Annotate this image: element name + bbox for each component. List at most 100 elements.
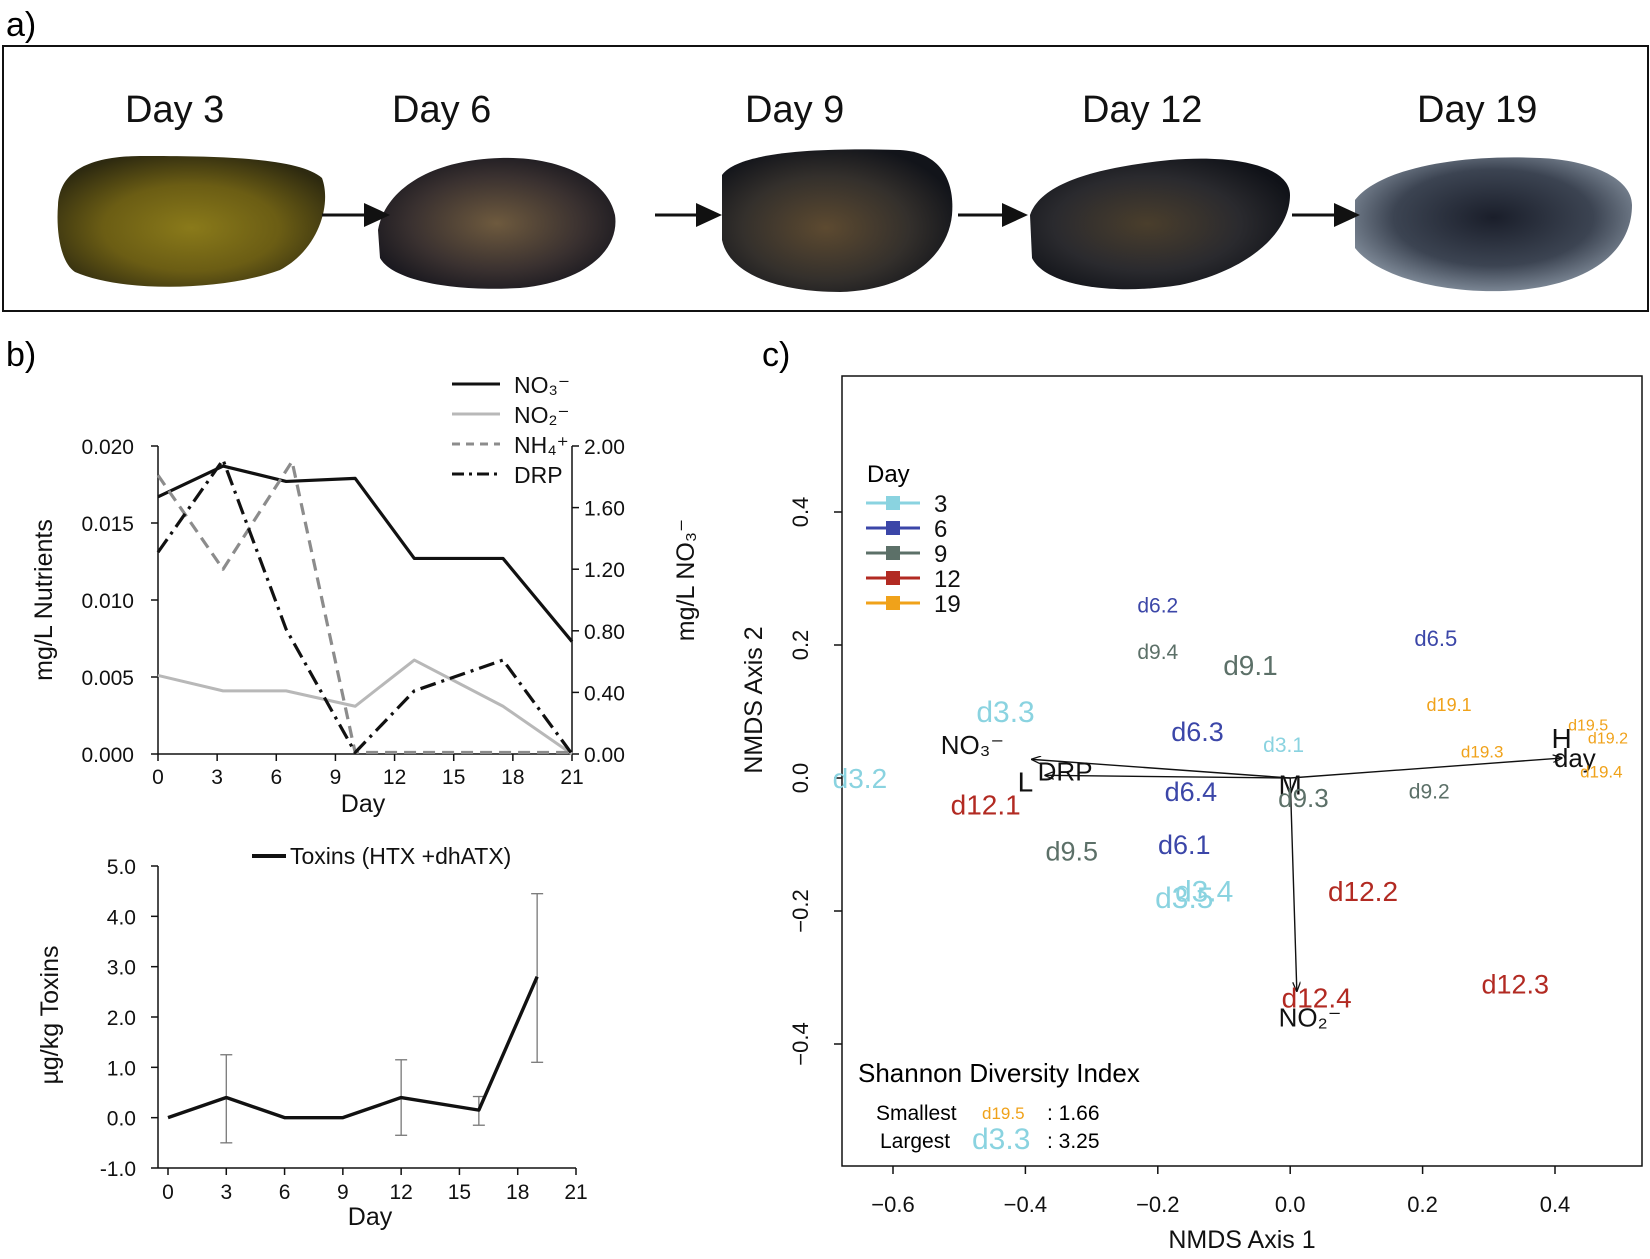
nutrients-right-y-tick-label: 1.20 (584, 559, 625, 582)
mussel-photo-day9 (722, 149, 953, 292)
toxins-x-tick-label: 3 (220, 1181, 232, 1204)
nmds-vector-label: day (1554, 743, 1596, 773)
toxins-y-label: µg/kg Toxins (36, 945, 64, 1084)
nmds-point-label: d12.4 (1282, 982, 1352, 1013)
nmds-point-label: d12.2 (1328, 876, 1398, 907)
nmds-y-tick-label: 0.0 (788, 763, 813, 794)
nmds-legend-marker (886, 571, 900, 585)
photo-strip-frame (2, 45, 1649, 312)
nmds-point-label: d3.2 (833, 763, 888, 794)
toxins-y-tick-label: 3.0 (107, 957, 136, 980)
nmds-point-label: d6.1 (1158, 830, 1211, 860)
nmds-legend-title: Day (867, 461, 910, 488)
arrow-icons (322, 203, 1360, 227)
nmds-legend-label: 3 (934, 491, 947, 518)
shannon-largest-sample: d3.3 (972, 1123, 1030, 1156)
mussel-photo-day6 (378, 157, 616, 289)
nmds-vector-arrow (1289, 777, 1297, 991)
nutrients-left-y-tick-label: 0.000 (81, 744, 134, 767)
nutrients-legend-label: DRP (514, 462, 563, 488)
nmds-legend-label: 6 (934, 516, 947, 543)
nmds-legend-label: 19 (934, 591, 961, 618)
nmds-x-tick-label: 0.2 (1407, 1192, 1438, 1217)
mussel-photo-day19 (1355, 157, 1632, 292)
nutrients-right-y-tick-label: 2.00 (584, 436, 625, 459)
nutrients-x-tick-label: 0 (152, 766, 164, 789)
nmds-vector-arrow (1032, 759, 1291, 779)
nutrients-x-tick-label: 9 (330, 766, 342, 789)
nutrients-legend-label: NO₃⁻ (514, 372, 570, 398)
shannon-largest-value: : 3.25 (1047, 1130, 1100, 1153)
arrow-icon (1334, 203, 1360, 227)
nmds-point-label: d19.5 (1568, 717, 1608, 734)
nmds-point-label: d9.1 (1223, 650, 1278, 681)
photo-label-day3: Day 3 (125, 89, 224, 131)
nmds-point-label: d3.4 (1175, 876, 1233, 909)
nmds-chart: NMDS Axis 1 NMDS Axis 2 Day Shannon Dive… (740, 375, 1643, 1254)
nutrients-left-y-label: mg/L Nutrients (30, 519, 58, 681)
nmds-x-tick-label: −0.6 (871, 1192, 914, 1217)
shannon-smallest-label: Smallest (876, 1102, 957, 1125)
nmds-point-label: d19.2 (1588, 731, 1628, 748)
toxins-x-tick-label: 9 (337, 1181, 349, 1204)
nmds-legend-marker (886, 521, 900, 535)
toxins-y-tick-label: 0.0 (107, 1108, 136, 1131)
nmds-y-tick-label: 0.4 (788, 497, 813, 528)
series-line-nh4 (156, 459, 572, 755)
nmds-legend-label: 9 (934, 541, 947, 568)
nmds-point-label: d9.2 (1409, 781, 1450, 804)
nutrients-x-tick-label: 12 (383, 766, 406, 789)
photo-label-day9: Day 9 (745, 89, 844, 131)
nutrients-left-y-tick-label: 0.015 (81, 513, 134, 536)
nutrients-x-tick-label: 15 (442, 766, 465, 789)
nmds-y-label: NMDS Axis 2 (740, 626, 768, 773)
nmds-point-label: d6.2 (1137, 594, 1178, 617)
shannon-smallest-value: : 1.66 (1047, 1102, 1100, 1125)
photo-label-day6: Day 6 (392, 89, 491, 131)
nmds-vector-label: NO₃⁻ (941, 730, 1004, 760)
nutrients-x-tick-label: 21 (560, 766, 583, 789)
nmds-legend-marker (886, 496, 900, 510)
toxins-x-label: Day (348, 1203, 393, 1231)
arrow-icon (1002, 203, 1028, 227)
nutrients-legend-label: NH₄⁺ (514, 432, 569, 458)
nmds-env-label: M (1279, 770, 1302, 801)
nmds-plot-frame (841, 375, 1643, 1167)
shannon-smallest-sample: d19.5 (982, 1104, 1025, 1123)
panel-label-b: b) (6, 336, 36, 374)
nmds-env-label: H (1552, 723, 1572, 754)
toxins-y-tick-label: 4.0 (107, 906, 136, 929)
nutrients-right-y-tick-label: 0.00 (584, 744, 625, 767)
arrow-icon (364, 203, 390, 227)
toxins-y-tick-label: -1.0 (100, 1158, 136, 1181)
mussel-photo-day3 (57, 155, 326, 287)
series-line-no2 (157, 658, 573, 756)
nmds-x-tick-label: −0.4 (1004, 1192, 1047, 1217)
nmds-vector-arrow (1290, 758, 1561, 779)
nmds-point-label: d12.3 (1481, 970, 1549, 1000)
shannon-largest-label: Largest (880, 1130, 950, 1153)
nmds-point-label: d9.3 (1278, 783, 1329, 813)
toxins-y-tick-label: 2.0 (107, 1007, 136, 1030)
mussel-photo-day12 (1030, 158, 1290, 290)
nutrients-chart: Day mg/L Nutrients mg/L NO₃⁻ 0 3 6 9 12 15 18 2… (30, 372, 700, 818)
toxins-series-line (167, 976, 539, 1120)
arrow-icon (696, 203, 722, 227)
toxins-x-tick-label: 6 (279, 1181, 291, 1204)
panel-label-a: a) (6, 6, 36, 44)
nutrients-left-y-tick-label: 0.010 (81, 590, 134, 613)
nmds-point-label: d9.5 (1045, 837, 1098, 867)
nmds-vector-label: NO₂⁻ (1279, 1002, 1342, 1032)
series-line-drp (156, 458, 574, 755)
photo-label-day12: Day 12 (1082, 89, 1202, 131)
nmds-x-label: NMDS Axis 1 (1168, 1226, 1315, 1254)
toxins-x-tick-label: 18 (506, 1181, 529, 1204)
nmds-point-label: d12.1 (951, 789, 1021, 820)
nutrients-left-y-tick-label: 0.005 (81, 667, 134, 690)
toxins-y-tick-label: 1.0 (107, 1057, 136, 1080)
nmds-point-label: d19.1 (1427, 695, 1472, 715)
nmds-vector-label: DRP (1038, 756, 1093, 786)
nmds-legend-marker (886, 596, 900, 610)
nmds-y-tick-label: −0.4 (788, 1022, 813, 1065)
nmds-point-label: d3.5 (1155, 882, 1213, 915)
